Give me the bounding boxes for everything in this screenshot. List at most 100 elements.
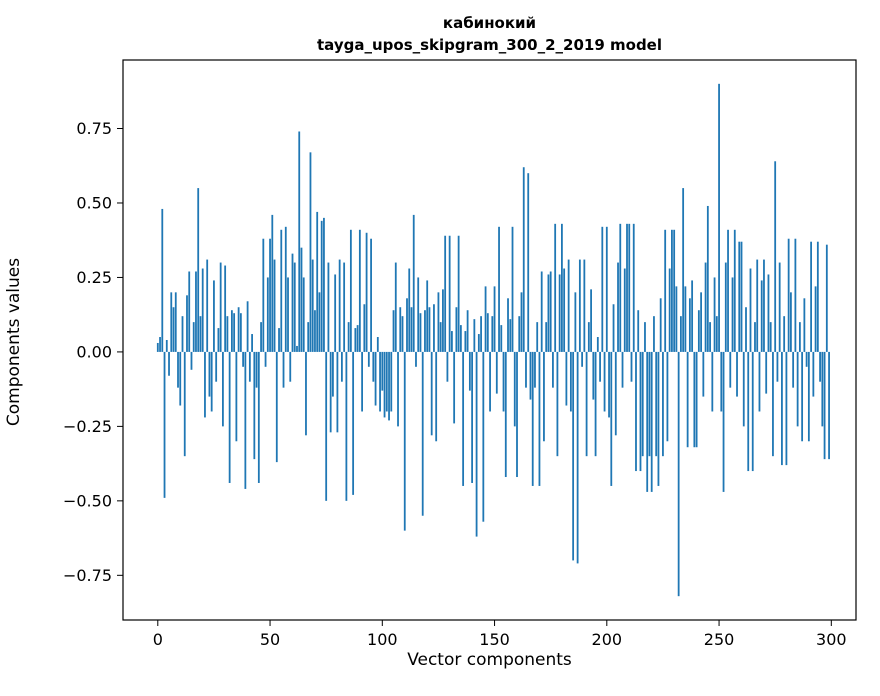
bar bbox=[367, 351, 370, 367]
bar bbox=[293, 262, 296, 352]
bar bbox=[666, 351, 669, 442]
bar bbox=[370, 238, 372, 352]
bar bbox=[578, 259, 581, 352]
bar bbox=[493, 286, 496, 352]
bar bbox=[621, 351, 624, 388]
bar bbox=[163, 351, 166, 498]
bar bbox=[255, 351, 258, 388]
bar bbox=[399, 307, 402, 352]
bar bbox=[318, 292, 321, 352]
y-tick-label: 0.50 bbox=[76, 193, 112, 212]
bar bbox=[392, 310, 395, 352]
bar bbox=[361, 351, 363, 412]
bar bbox=[545, 322, 548, 352]
chart-subtitle: tayga_upos_skipgram_300_2_2019 model bbox=[317, 36, 662, 54]
bar bbox=[217, 328, 220, 352]
bar bbox=[561, 223, 563, 352]
bar bbox=[706, 205, 709, 352]
bar bbox=[605, 226, 608, 352]
bar bbox=[473, 319, 476, 352]
bar bbox=[511, 226, 514, 352]
bar bbox=[388, 351, 390, 421]
bar bbox=[195, 271, 197, 352]
bar bbox=[825, 244, 828, 352]
y-axis-label: Components values bbox=[4, 257, 24, 427]
bar bbox=[314, 310, 316, 352]
bar bbox=[534, 351, 536, 388]
y-tick-label: −0.50 bbox=[63, 491, 112, 510]
bar bbox=[682, 188, 685, 352]
bar bbox=[230, 310, 233, 352]
bar bbox=[356, 325, 359, 352]
bar bbox=[237, 307, 240, 352]
bar bbox=[320, 220, 323, 352]
bar bbox=[475, 351, 478, 537]
bar bbox=[574, 292, 577, 352]
bar bbox=[713, 277, 716, 352]
bar bbox=[781, 351, 783, 466]
bar bbox=[558, 274, 561, 352]
bar bbox=[156, 342, 159, 352]
bar bbox=[363, 304, 366, 352]
bar bbox=[617, 262, 619, 352]
bar bbox=[468, 351, 471, 391]
bar bbox=[486, 313, 489, 352]
bar bbox=[727, 229, 729, 352]
bar bbox=[507, 298, 509, 352]
bar bbox=[673, 229, 676, 352]
x-tick-label: 150 bbox=[479, 630, 510, 649]
bar bbox=[738, 241, 741, 352]
bar bbox=[345, 351, 348, 501]
bar bbox=[610, 351, 613, 486]
bar bbox=[525, 351, 527, 388]
bar bbox=[662, 351, 664, 457]
bar bbox=[729, 351, 732, 388]
bar bbox=[352, 351, 355, 495]
bar bbox=[684, 286, 687, 352]
bar bbox=[251, 334, 253, 352]
bar bbox=[590, 289, 592, 352]
bar bbox=[536, 322, 539, 352]
bar bbox=[787, 238, 790, 352]
bar bbox=[334, 274, 337, 352]
bar bbox=[298, 131, 301, 352]
y-tick-label: 0.75 bbox=[76, 119, 112, 138]
bar bbox=[664, 229, 667, 352]
bar bbox=[790, 292, 792, 352]
bar bbox=[783, 316, 786, 352]
bar bbox=[572, 351, 575, 561]
bar bbox=[412, 214, 415, 352]
bar bbox=[464, 331, 467, 352]
bar bbox=[219, 262, 222, 352]
y-tick-label: −0.25 bbox=[63, 417, 112, 436]
bar bbox=[374, 351, 377, 406]
bar bbox=[742, 351, 745, 427]
bar bbox=[599, 351, 601, 382]
bar bbox=[509, 319, 512, 352]
bar bbox=[816, 241, 819, 352]
bar bbox=[740, 241, 743, 352]
bar bbox=[439, 322, 442, 352]
bar bbox=[349, 229, 352, 352]
bar bbox=[796, 351, 799, 427]
bar bbox=[513, 351, 516, 427]
bar bbox=[785, 351, 788, 466]
bar bbox=[477, 334, 480, 352]
bar bbox=[754, 322, 756, 352]
bar bbox=[338, 259, 341, 352]
bar bbox=[626, 223, 628, 352]
bar bbox=[635, 351, 637, 472]
bar bbox=[587, 322, 590, 352]
bar bbox=[448, 235, 451, 352]
bar bbox=[397, 351, 399, 427]
bar bbox=[585, 351, 588, 457]
bar bbox=[650, 351, 653, 492]
bar bbox=[592, 351, 595, 400]
bar bbox=[385, 351, 388, 412]
bar bbox=[269, 238, 271, 352]
bar bbox=[257, 351, 260, 483]
bar bbox=[296, 345, 298, 352]
bar bbox=[462, 351, 465, 486]
bar bbox=[435, 351, 438, 442]
bar bbox=[170, 292, 173, 352]
